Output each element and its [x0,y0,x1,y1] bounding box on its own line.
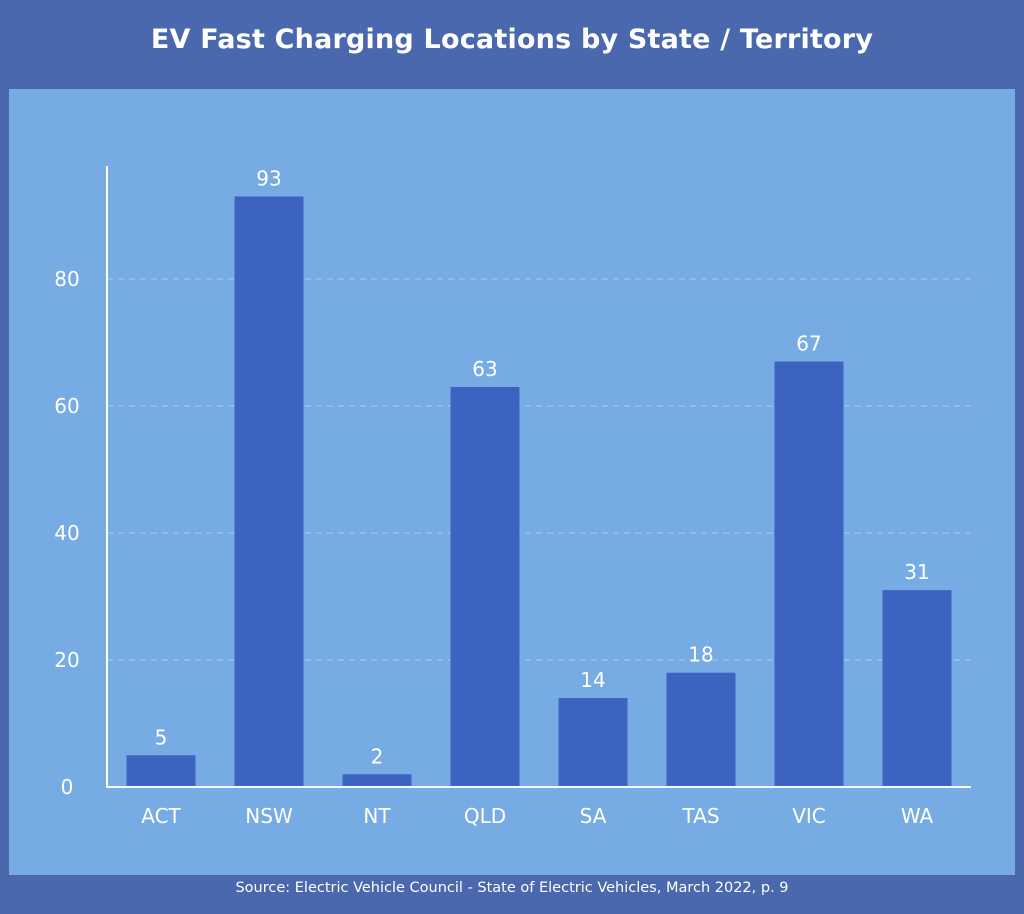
bar-nsw [234,196,304,788]
data-label: 31 [904,560,929,584]
y-tick-label: 20 [54,648,79,672]
data-label: 63 [472,357,497,381]
bar-nt [342,774,412,787]
bar-tas [666,672,736,787]
x-tick-label: TAS [681,804,719,828]
y-tick-label: 40 [54,521,79,545]
x-tick-label: QLD [464,804,506,828]
data-label: 5 [155,725,168,749]
data-label: 67 [796,332,821,356]
x-tick-label: ACT [141,804,181,828]
y-tick-label: 0 [61,775,74,799]
bar-vic [774,361,844,787]
data-label: 2 [371,744,384,768]
bar-act [126,755,196,787]
y-tick-label: 80 [54,267,79,291]
data-label: 14 [580,668,605,692]
x-tick-label: NSW [245,804,293,828]
data-label: 93 [256,166,281,190]
x-tick-label: NT [363,804,391,828]
x-tick-label: VIC [792,804,826,828]
chart-title: EV Fast Charging Locations by State / Te… [150,24,874,55]
bar-sa [558,698,628,787]
bar-wa [882,590,952,787]
x-tick-label: WA [901,804,934,828]
source-note: Source: Electric Vehicle Council - State… [235,880,789,896]
y-tick-label: 60 [54,394,79,418]
bar-qld [450,386,520,787]
data-label: 18 [688,643,713,667]
x-tick-label: SA [580,804,607,828]
